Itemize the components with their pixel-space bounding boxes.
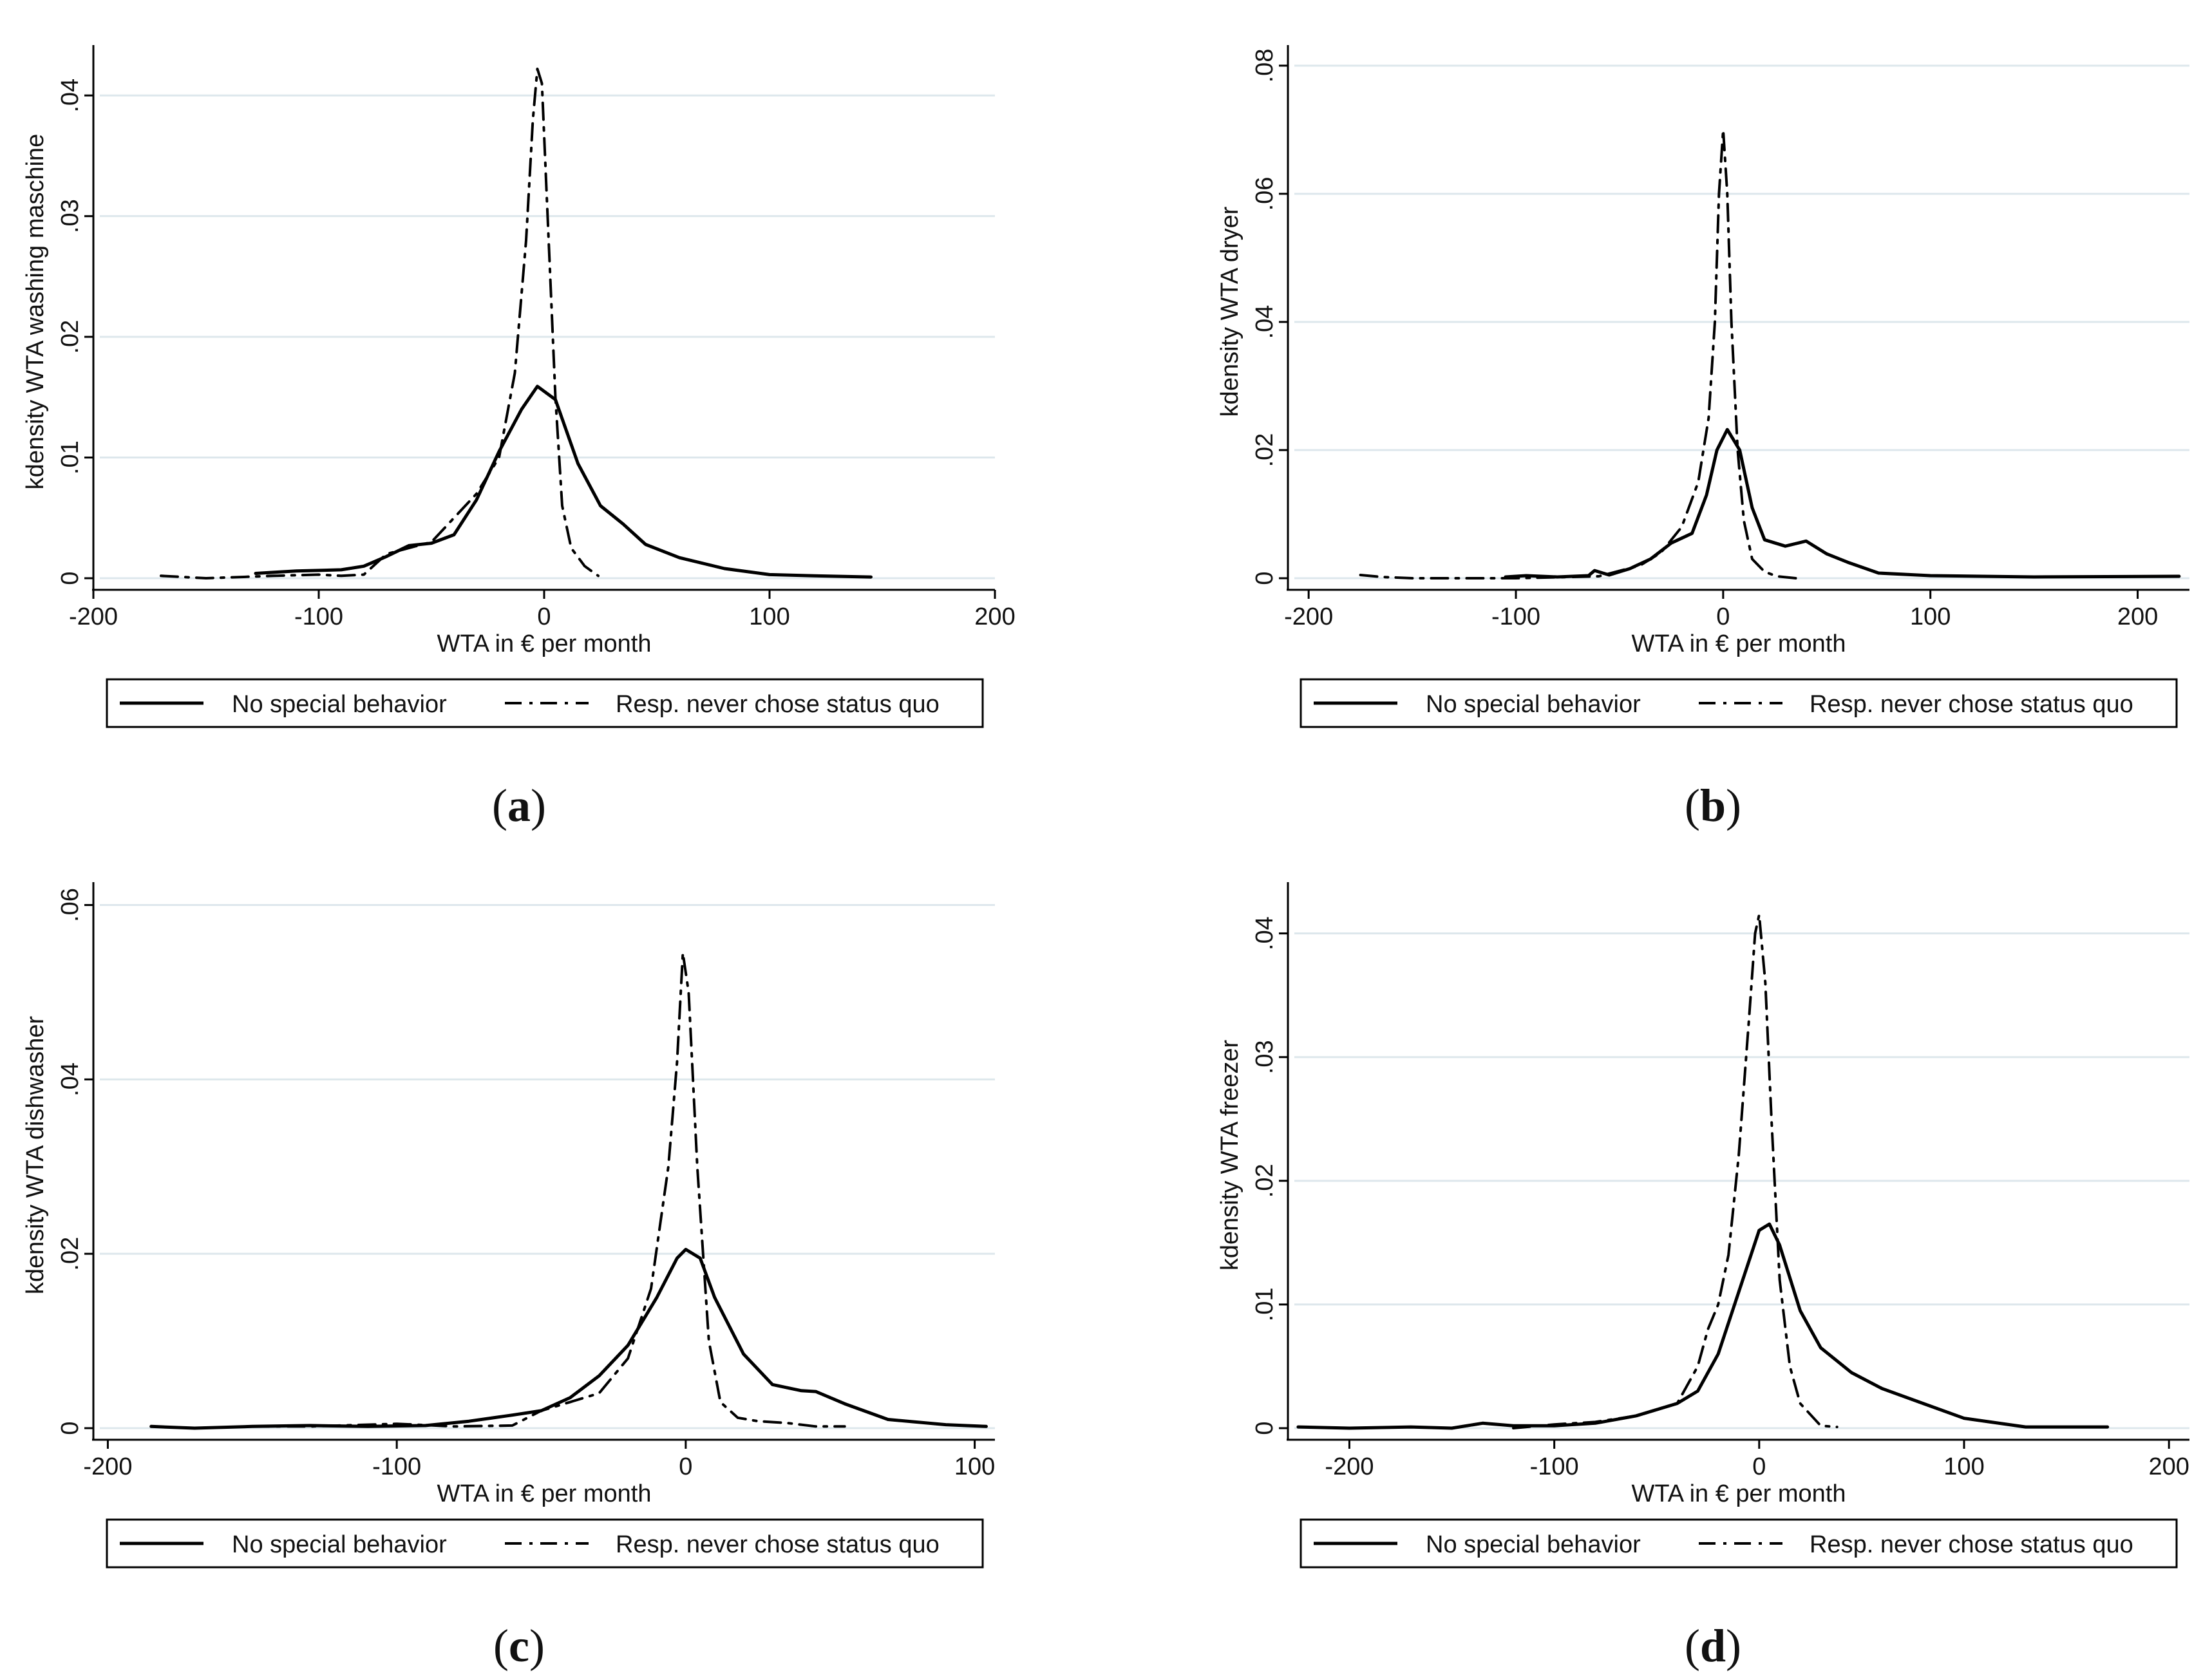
x-tick-label: 100: [1910, 603, 1951, 630]
y-tick-label: .01: [57, 440, 84, 475]
x-tick-label: 0: [1752, 1453, 1766, 1480]
y-tick-label: .03: [57, 199, 84, 233]
y-tick-label: 0: [57, 1421, 84, 1435]
y-tick-label: .03: [1251, 1040, 1278, 1074]
y-axis-title: kdensity WTA dryer: [1216, 206, 1243, 417]
y-tick-label: .08: [1251, 49, 1278, 83]
legend: No special behavior Resp. never chose sta…: [106, 678, 984, 728]
x-tick-label: -200: [1284, 603, 1333, 630]
y-tick-label: .01: [1251, 1287, 1278, 1321]
x-tick-label: -200: [83, 1453, 132, 1480]
chart-panel-a: 0 .01 .02 .03 .04 -200 -100 0 100 200 WTA in € per…: [22, 45, 1016, 831]
legend-label-dashdot: Resp. never chose status quo: [616, 691, 940, 718]
x-tick-label: 200: [2117, 603, 2158, 630]
y-tick-label: .06: [57, 888, 84, 922]
panel-caption: (d): [1685, 1620, 1741, 1672]
legend-label-dashdot: Resp. never chose status quo: [616, 1531, 940, 1558]
y-axis-title: kdensity WTA freezer: [1216, 1040, 1243, 1271]
legend-label-solid: No special behavior: [232, 1531, 447, 1558]
panel-caption: (b): [1685, 780, 1741, 831]
legend: No special behavior Resp. never chose sta…: [1300, 678, 2178, 728]
panel-caption: (c): [493, 1620, 545, 1672]
series-line-never-chose-status-quo: [160, 68, 600, 580]
series-line-no-special-behavior: [254, 384, 873, 579]
chart-panel-b: 0 .02 .04 .06 .08 -200 -100 0 100 200 WTA in € per…: [1216, 45, 2189, 831]
y-tick-label: 0: [1251, 571, 1278, 585]
x-axis-title: WTA in € per month: [1632, 630, 1846, 657]
x-tick-label: 0: [679, 1453, 692, 1480]
x-axis-title: WTA in € per month: [437, 630, 652, 657]
x-tick-label: -100: [1530, 1453, 1579, 1480]
y-tick-label: 0: [57, 571, 84, 585]
legend-label-solid: No special behavior: [1426, 691, 1641, 718]
legend-label-solid: No special behavior: [1426, 1531, 1641, 1558]
y-axis-title: kdensity WTA dishwasher: [22, 1016, 49, 1295]
y-tick-label: .04: [57, 79, 84, 113]
x-tick-label: -100: [372, 1453, 421, 1480]
legend-label-dashdot: Resp. never chose status quo: [1810, 1531, 2133, 1558]
y-tick-label: .02: [57, 1237, 84, 1271]
x-tick-label: 0: [537, 603, 551, 630]
y-axis-title: kdensity WTA washing maschine: [22, 134, 49, 490]
legend: No special behavior Resp. never chose sta…: [1300, 1518, 2178, 1569]
x-tick-label: 200: [2148, 1453, 2189, 1480]
x-axis-title: WTA in € per month: [1632, 1480, 1846, 1507]
chart-panel-d: 0 .01 .02 .03 .04 -200 -100 0 100 200 WTA in € per…: [1216, 882, 2189, 1672]
y-tick-label: .02: [1251, 1164, 1278, 1198]
legend-label-dashdot: Resp. never chose status quo: [1810, 691, 2133, 718]
y-tick-label: 0: [1251, 1421, 1278, 1435]
panel-caption: (a): [492, 780, 546, 831]
x-tick-label: -100: [1491, 603, 1540, 630]
y-tick-label: .04: [57, 1062, 84, 1097]
y-tick-label: .04: [1251, 305, 1278, 339]
legend-label-solid: No special behavior: [232, 691, 447, 718]
y-tick-label: .02: [1251, 433, 1278, 467]
series-line-no-special-behavior: [1296, 1222, 2110, 1430]
chart-panel-c: 0 .02 .04 .06 -200 -100 0 100 WTA in € per month…: [22, 882, 995, 1672]
series-line-no-special-behavior: [1504, 428, 2181, 579]
legend: No special behavior Resp. never chose sta…: [106, 1518, 984, 1569]
x-tick-label: -200: [69, 603, 118, 630]
x-tick-label: -100: [294, 603, 343, 630]
series-line-never-chose-status-quo: [1359, 128, 1797, 580]
y-tick-label: .06: [1251, 177, 1278, 211]
legend-box: [106, 1518, 984, 1569]
series-line-never-chose-status-quo: [1512, 913, 1839, 1429]
y-tick-label: .04: [1251, 916, 1278, 950]
legend-box: [1300, 1518, 2178, 1569]
x-axis-title: WTA in € per month: [437, 1480, 652, 1507]
series-line-no-special-behavior: [149, 1247, 988, 1430]
x-tick-label: 0: [1716, 603, 1730, 630]
y-tick-label: .02: [57, 320, 84, 354]
x-tick-label: 200: [974, 603, 1015, 630]
series-line-never-chose-status-quo: [251, 952, 846, 1428]
x-tick-label: 100: [954, 1453, 995, 1480]
x-tick-label: -200: [1325, 1453, 1374, 1480]
x-tick-label: 100: [749, 603, 789, 630]
x-tick-label: 100: [1943, 1453, 1984, 1480]
